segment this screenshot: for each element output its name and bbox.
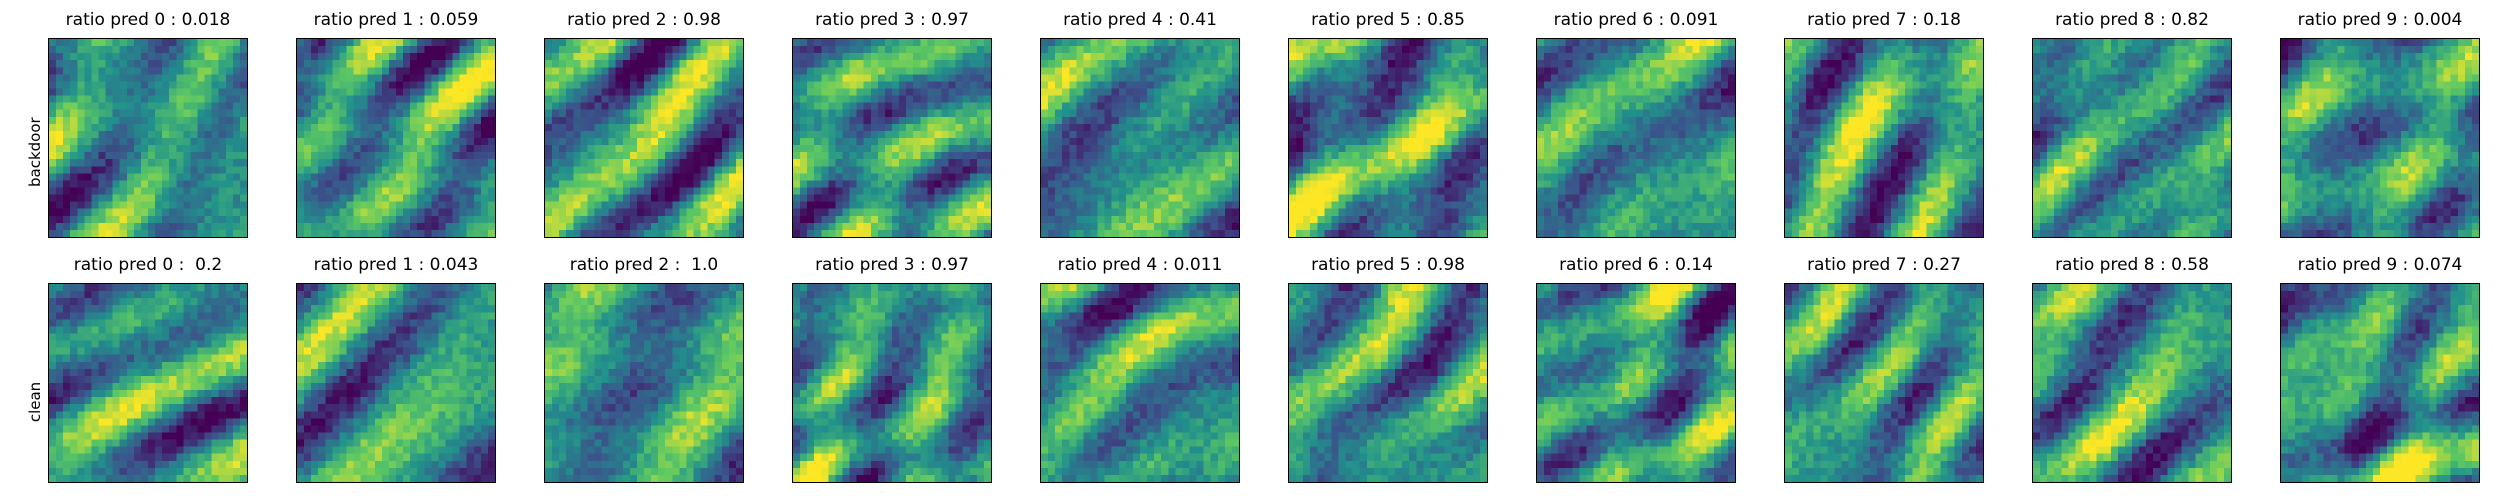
heatmap-image [2033,284,2231,482]
heatmap-image [793,39,991,237]
heatmap-image [1041,284,1239,482]
panel-title: ratio pred 7 : 0.18 [1807,10,1961,30]
heatmap-panel [1040,283,1240,483]
heatmap-panel [48,283,248,483]
panel-title: ratio pred 6 : 0.14 [1559,255,1713,275]
panel-title: ratio pred 8 : 0.82 [2055,10,2209,30]
heatmap-panel [48,38,248,238]
heatmap-panel [1536,38,1736,238]
heatmap-panel [2032,283,2232,483]
panel-title: ratio pred 9 : 0.074 [2297,255,2463,275]
panel-title: ratio pred 4 : 0.011 [1057,255,1223,275]
panel-title: ratio pred 2 : 1.0 [569,255,719,275]
heatmap-image [1289,284,1487,482]
heatmap-panel [296,283,496,483]
heatmap-image [2281,39,2479,237]
heatmap-image [1041,39,1239,237]
panel-title: ratio pred 3 : 0.97 [815,10,969,30]
heatmap-panel [296,38,496,238]
heatmap-panel [792,38,992,238]
heatmap-image [2281,284,2479,482]
heatmap-panel [1040,38,1240,238]
heatmap-panel [2032,38,2232,238]
panel-title: ratio pred 1 : 0.059 [313,10,479,30]
heatmap-panel [544,283,744,483]
heatmap-image [793,284,991,482]
heatmap-image [1537,284,1735,482]
panel-title: ratio pred 3 : 0.97 [815,255,969,275]
heatmap-image [297,39,495,237]
heatmap-image [2033,39,2231,237]
panel-title: ratio pred 7 : 0.27 [1807,255,1961,275]
panel-title: ratio pred 2 : 0.98 [567,10,721,30]
panel-title: ratio pred 1 : 0.043 [313,255,479,275]
heatmap-image [297,284,495,482]
panel-title: ratio pred 5 : 0.98 [1311,255,1465,275]
heatmap-image [49,39,247,237]
row-label-clean: clean [26,381,44,423]
heatmap-image [1785,284,1983,482]
heatmap-image [545,284,743,482]
heatmap-panel [1288,38,1488,238]
heatmap-image [1537,39,1735,237]
panel-title: ratio pred 9 : 0.004 [2297,10,2463,30]
heatmap-panel [2280,283,2480,483]
heatmap-panel [2280,38,2480,238]
heatmap-image [545,39,743,237]
panel-title: ratio pred 8 : 0.58 [2055,255,2209,275]
heatmap-panel [544,38,744,238]
panel-title: ratio pred 5 : 0.85 [1311,10,1465,30]
heatmap-panel [1536,283,1736,483]
heatmap-image [1785,39,1983,237]
heatmap-panel [1784,283,1984,483]
heatmap-panel [1784,38,1984,238]
heatmap-panel [792,283,992,483]
heatmap-panel [1288,283,1488,483]
row-label-backdoor: backdoor [26,117,44,187]
heatmap-image [49,284,247,482]
panel-title: ratio pred 4 : 0.41 [1063,10,1217,30]
heatmap-image [1289,39,1487,237]
panel-title: ratio pred 6 : 0.091 [1553,10,1719,30]
panel-title: ratio pred 0 : 0.018 [65,10,231,30]
panel-title: ratio pred 0 : 0.2 [73,255,223,275]
